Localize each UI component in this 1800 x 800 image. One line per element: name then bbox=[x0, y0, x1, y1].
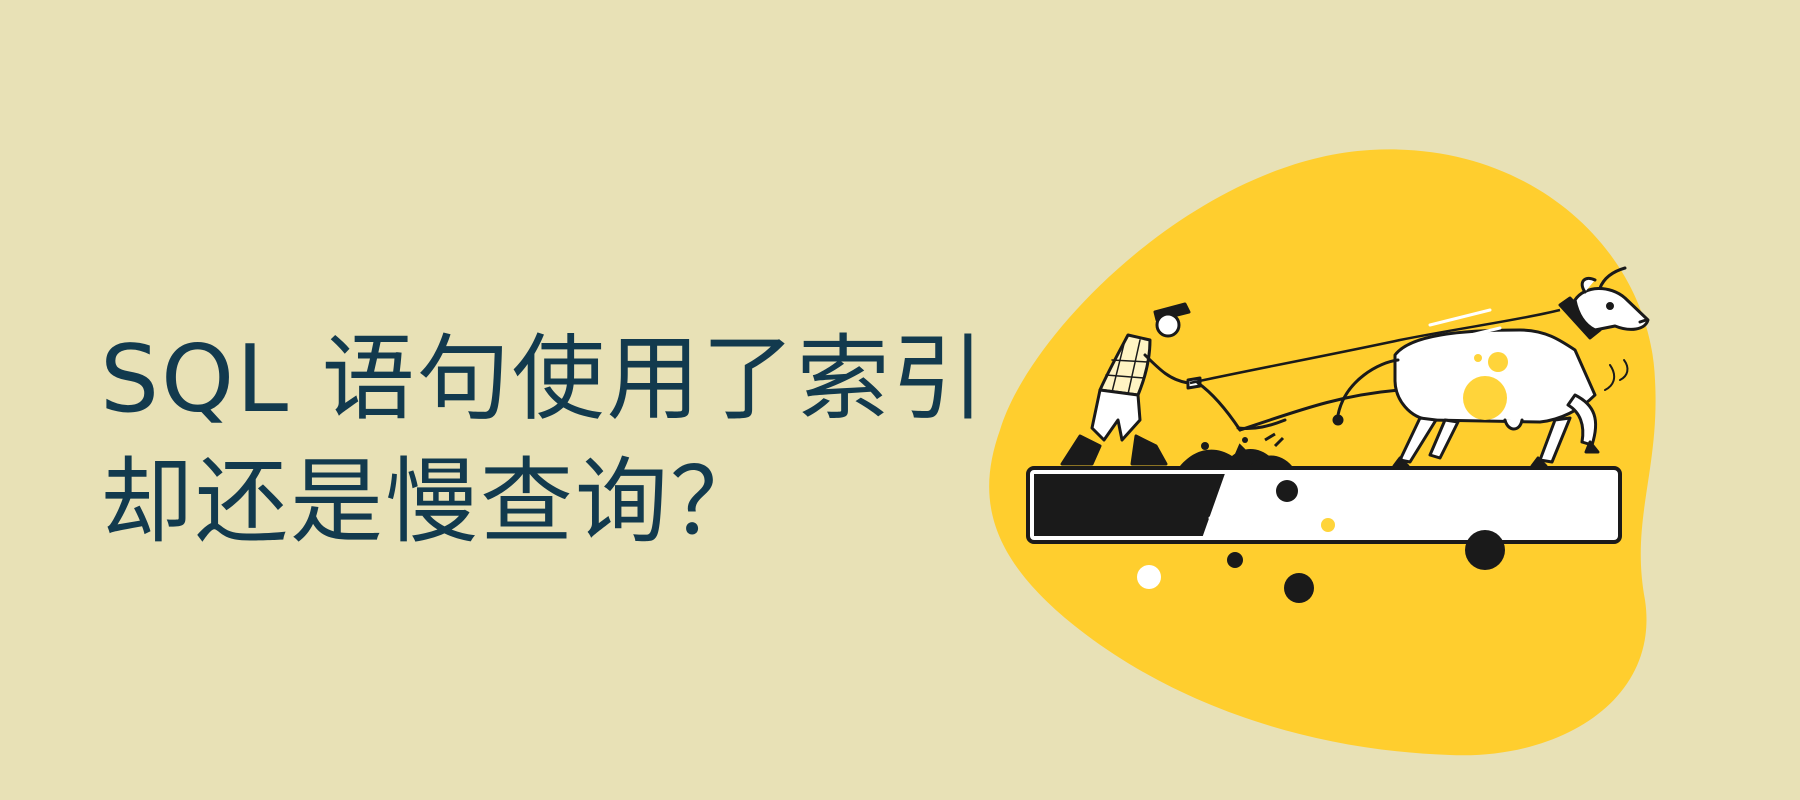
progress-bar-dot-yellow bbox=[1321, 518, 1335, 532]
progress-bar-fill bbox=[1034, 474, 1225, 536]
headline-line-2: 却还是慢查询？ bbox=[100, 441, 987, 564]
progress-bar-icon bbox=[1028, 468, 1620, 542]
headline: SQL 语句使用了索引 却还是慢查询？ bbox=[100, 318, 987, 564]
headline-line-1: SQL 语句使用了索引 bbox=[100, 318, 987, 441]
progress-bar-dot-black bbox=[1276, 480, 1298, 502]
